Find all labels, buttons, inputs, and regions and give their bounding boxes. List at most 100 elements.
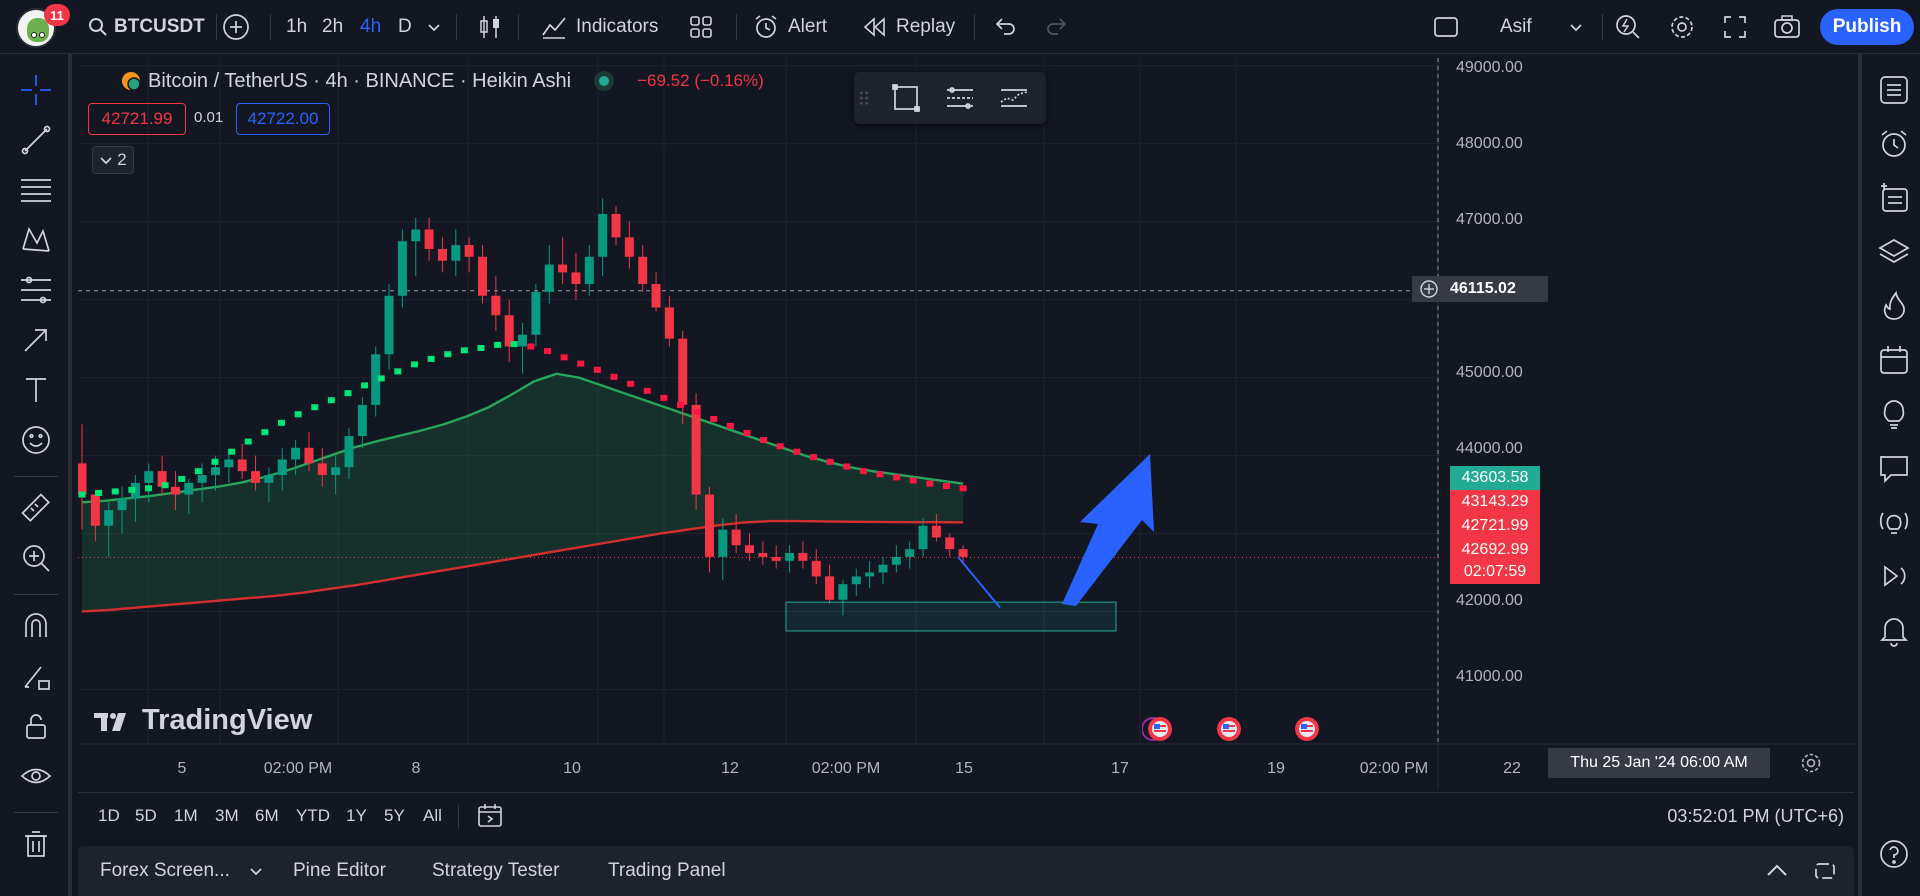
market-status-icon[interactable] bbox=[591, 68, 617, 94]
watchlist-button[interactable] bbox=[1874, 70, 1914, 110]
event-flag-icon[interactable] bbox=[1292, 714, 1322, 744]
object-tree-button[interactable] bbox=[1874, 178, 1914, 218]
measure-tool[interactable] bbox=[16, 488, 56, 528]
range-1d[interactable]: 1D bbox=[98, 806, 120, 825]
calendar-button[interactable] bbox=[1874, 340, 1914, 380]
range-5d[interactable]: 5D bbox=[135, 806, 157, 825]
tab-forex-screener[interactable]: Forex Screen... bbox=[100, 846, 264, 896]
notifications-button[interactable] bbox=[1874, 610, 1914, 650]
range-3m[interactable]: 3M bbox=[215, 806, 239, 825]
layout-selector-button[interactable] bbox=[1432, 0, 1460, 54]
parallel-channel-tool[interactable] bbox=[942, 80, 978, 116]
indicator-legend-toggle[interactable]: 2 bbox=[92, 146, 134, 174]
remove-drawings[interactable] bbox=[16, 824, 56, 864]
alerts-button[interactable] bbox=[1874, 124, 1914, 164]
text-tool[interactable] bbox=[16, 370, 56, 410]
candle-body bbox=[571, 272, 581, 285]
trail-dot bbox=[843, 463, 851, 470]
candle-body bbox=[371, 354, 381, 405]
timeframe-1h[interactable]: 1h bbox=[286, 16, 308, 37]
timeframe-d[interactable]: D bbox=[398, 16, 412, 37]
publish-button[interactable]: Publish bbox=[1820, 9, 1914, 45]
candle-body bbox=[78, 463, 87, 495]
trail-dot bbox=[643, 387, 651, 394]
hotlists-button[interactable] bbox=[1874, 286, 1914, 326]
timeframe-4h[interactable]: 4h bbox=[360, 16, 382, 37]
price-chart[interactable] bbox=[78, 58, 1854, 788]
trail-dot bbox=[410, 361, 418, 368]
brush-tool[interactable] bbox=[16, 320, 56, 360]
price-label: 47000.00 bbox=[1456, 211, 1523, 228]
event-flag-icon[interactable] bbox=[1214, 714, 1244, 744]
maximize-panel-button[interactable] bbox=[1812, 846, 1838, 896]
range-1m[interactable]: 1M bbox=[174, 806, 198, 825]
candles-icon bbox=[480, 16, 499, 38]
forecast-tool[interactable] bbox=[16, 270, 56, 310]
lightning-search-icon bbox=[1616, 15, 1640, 39]
help-icon bbox=[1880, 840, 1908, 868]
candle-body bbox=[651, 284, 661, 308]
magnet-tool[interactable] bbox=[16, 606, 56, 646]
regression-tool[interactable] bbox=[996, 80, 1032, 116]
snapshot-button[interactable] bbox=[1772, 0, 1802, 54]
rectangle-tool[interactable] bbox=[888, 80, 924, 116]
hide-drawings[interactable] bbox=[16, 756, 56, 796]
indicators-button[interactable]: Indicators bbox=[540, 0, 658, 54]
trend-line-tool[interactable] bbox=[16, 120, 56, 160]
sell-price-box[interactable]: 42721.99 bbox=[88, 103, 186, 135]
tab-trading-panel[interactable]: Trading Panel bbox=[608, 860, 726, 881]
symbol-search-button[interactable]: BTCUSDT bbox=[88, 0, 205, 54]
drag-handle[interactable] bbox=[856, 80, 872, 116]
fib-tool[interactable] bbox=[16, 170, 56, 210]
compare-symbol-button[interactable] bbox=[222, 0, 250, 54]
timezone-clock[interactable]: 03:52:01 PM (UTC+6) bbox=[1667, 805, 1844, 826]
replay-trading-button[interactable] bbox=[1874, 556, 1914, 596]
event-flag-icon[interactable] bbox=[1142, 714, 1176, 744]
replay-button[interactable]: Replay bbox=[862, 0, 955, 54]
range-1y[interactable]: 1Y bbox=[346, 806, 367, 825]
trail-dot bbox=[760, 436, 768, 443]
stay-in-drawing-mode[interactable] bbox=[16, 656, 56, 696]
buy-price-box[interactable]: 42722.00 bbox=[236, 103, 330, 135]
redo-button[interactable] bbox=[1044, 0, 1070, 54]
tab-pine-editor[interactable]: Pine Editor bbox=[293, 860, 386, 881]
notification-badge[interactable]: 11 bbox=[44, 4, 70, 26]
trail-dot bbox=[311, 404, 319, 411]
streams-button[interactable] bbox=[1874, 502, 1914, 542]
quick-search-button[interactable] bbox=[1614, 0, 1642, 54]
account-name[interactable]: Asif bbox=[1500, 16, 1532, 37]
timeframe-dropdown[interactable] bbox=[426, 0, 442, 54]
range-all[interactable]: All bbox=[423, 806, 442, 825]
collapse-panel-button[interactable] bbox=[1764, 846, 1790, 896]
account-dropdown[interactable] bbox=[1568, 0, 1584, 54]
range-ytd[interactable]: YTD bbox=[296, 806, 330, 825]
icon-tool[interactable] bbox=[16, 420, 56, 460]
candle-body bbox=[304, 447, 314, 464]
undo-button[interactable] bbox=[992, 0, 1018, 54]
chart-settings-button[interactable] bbox=[1798, 750, 1826, 778]
zoom-tool[interactable] bbox=[16, 538, 56, 578]
range-6m[interactable]: 6M bbox=[255, 806, 279, 825]
data-window-button[interactable] bbox=[1874, 232, 1914, 272]
candle-body bbox=[731, 529, 741, 546]
chart-type-button[interactable] bbox=[476, 0, 504, 54]
goto-date-button[interactable] bbox=[476, 793, 506, 839]
range-5y[interactable]: 5Y bbox=[384, 806, 405, 825]
fullscreen-button[interactable] bbox=[1722, 0, 1748, 54]
layouts-button[interactable] bbox=[688, 0, 714, 54]
text-icon bbox=[26, 378, 46, 402]
candle-body bbox=[624, 237, 634, 257]
lock-drawings[interactable] bbox=[16, 706, 56, 746]
crosshair-tool[interactable] bbox=[16, 70, 56, 110]
chats-button[interactable] bbox=[1874, 448, 1914, 488]
timeframe-2h[interactable]: 2h bbox=[322, 16, 344, 37]
pattern-tool[interactable] bbox=[16, 220, 56, 260]
alert-button[interactable]: Alert bbox=[752, 0, 827, 54]
gear-icon bbox=[1801, 753, 1821, 773]
add-circle-icon[interactable] bbox=[1418, 278, 1440, 300]
chart-pane[interactable]: Bitcoin / TetherUS · 4h · BINANCE · Heik… bbox=[78, 58, 1854, 788]
help-button[interactable] bbox=[1874, 834, 1914, 874]
tab-strategy-tester[interactable]: Strategy Tester bbox=[432, 860, 560, 881]
settings-button[interactable] bbox=[1668, 0, 1696, 54]
ideas-button[interactable] bbox=[1874, 394, 1914, 434]
